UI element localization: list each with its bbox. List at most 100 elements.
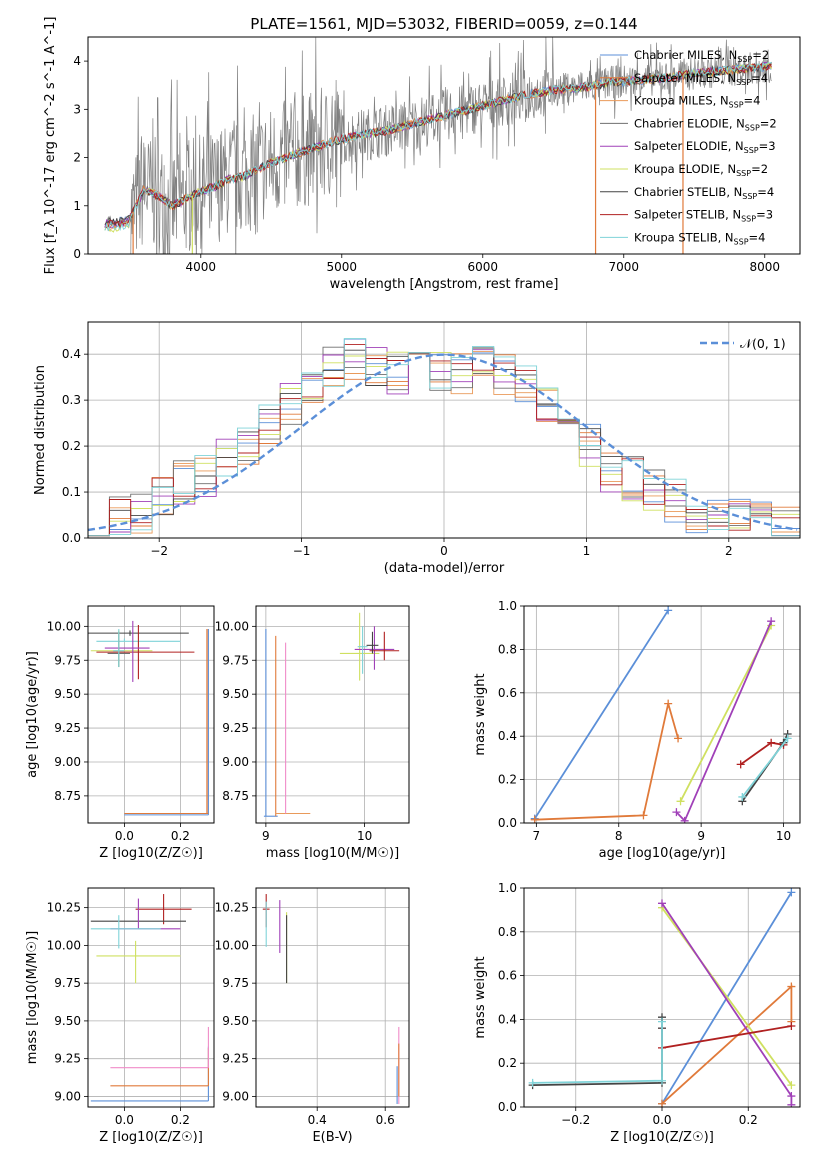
mass_vs_ebv-plot-area [262,894,400,1104]
x-tick-label: −0.2 [561,1113,590,1127]
y-tick-label: 9.25 [54,1052,81,1066]
x-axis-label: Z [log10(Z/Z☉)] [610,1130,714,1145]
legend-label: Kroupa STELIB, NSSP=4 [634,230,765,246]
y-tick-label: 0.2 [498,773,517,787]
x-tick-label: 7 [533,829,541,843]
point-marker [658,1076,666,1085]
point-marker [672,808,681,817]
mass_vs_ebv-axes: 0.4 0.6 9.00 9.25 9.50 9.75 10.00 10.25 E(B-V) [215,888,409,1145]
point-marker [674,734,683,743]
mass_vs_z-axes: 0.0 0.2 9.00 9.25 9.50 9.75 10.00 10.25 Z [log10… [25,888,214,1145]
point-marker [658,899,666,908]
y-tick-label: 0.6 [498,686,517,700]
y-tick-label: 0.2 [498,1056,517,1070]
y-tick-label: 9.50 [54,1014,81,1028]
y-tick-label: 0 [73,247,81,261]
mass_vs_z-plot-area [90,894,209,1102]
y-tick-label: 10.00 [47,619,81,633]
mass_vs_ebv-frame [255,887,410,1108]
x-tick-label: 7000 [608,260,639,274]
age_vs_mass-frame [255,605,410,824]
point-marker [658,1099,666,1107]
y-tick-label: 10.00 [215,938,249,952]
point-marker [680,816,689,823]
x-tick-label: 8000 [749,260,780,274]
histogram-step [88,347,800,537]
histogram-step [88,338,800,537]
x-tick-label: 0.0 [115,829,134,843]
y-tick-label: 4 [73,54,81,68]
point-marker [664,699,673,708]
y-tick-label: 9.25 [222,1052,249,1066]
point-marker [787,982,796,991]
mass-weight-line [533,609,669,820]
y-tick-label: 0.0 [498,816,517,830]
mass-weight-line [740,741,784,766]
x-tick-label: 4000 [186,260,217,274]
mass-weight-line [532,1021,663,1084]
x-axis-label: Z [log10(Z/Z☉)] [99,846,203,861]
y-tick-label: 3 [73,102,81,116]
y-tick-label: 9.00 [222,755,249,769]
x-tick-label: 0.6 [376,1113,395,1127]
y-axis-label: Flux [f_λ 10^-17 erg cm^-2 s^-1 A^-1] [43,17,58,275]
spectrum-plot-area [104,37,772,254]
y-tick-label: 9.00 [222,1089,249,1103]
massweight_vs_z-plot-area [528,888,796,1107]
age_vs_mass-axes: 9 10 8.75 9.00 9.25 9.50 9.75 10.00 mass [log10(… [215,606,409,861]
x-tick-label: 10 [357,829,372,843]
figure-title: PLATE=1561, MJD=53032, FIBERID=0059, z=0… [250,15,637,33]
x-tick-label: 6000 [467,260,498,274]
point-marker [783,734,792,743]
y-tick-label: 2 [73,151,81,165]
age_vs_z-frame [87,605,215,824]
y-tick-label: 0.1 [62,485,81,499]
y-tick-label: 0.8 [498,642,517,656]
x-tick-label: −2 [150,544,168,558]
legend-label: Salpeter STELIB, NSSP=3 [634,208,773,224]
y-tick-label: 9.75 [54,976,81,990]
spectrum-frame [87,36,801,255]
x-tick-label: 0 [440,544,448,558]
x-tick-label: 0.2 [171,829,190,843]
mass-weight-line [741,737,789,798]
legend-label: 𝒩(0, 1) [740,336,786,351]
y-axis-label: mass weight [473,956,488,1038]
y-tick-label: 9.25 [54,721,81,735]
legend-label: Salpeter MILES, NSSP=4 [634,71,768,87]
legend-label: Kroupa ELODIE, NSSP=2 [634,162,768,178]
legend-label: Chabrier ELODIE, NSSP=2 [634,116,777,132]
y-tick-label: 0.0 [62,531,81,545]
y-tick-label: 9.50 [222,1014,249,1028]
x-tick-label: 9 [262,829,270,843]
legend-label: Chabrier STELIB, NSSP=4 [634,185,774,201]
y-tick-label: 10.25 [215,901,249,915]
y-tick-label: 0.6 [498,969,517,983]
x-tick-label: 0.0 [115,1113,134,1127]
data-spectrum [130,37,772,254]
point-marker [664,606,673,615]
y-tick-label: 9.50 [222,687,249,701]
residual_hist-axes: −2 −1 0 1 2 0.0 0.1 0.2 0.3 0.4 (data-model)/error… [33,322,800,576]
x-tick-label: −1 [293,544,311,558]
y-tick-label: 9.75 [222,976,249,990]
y-tick-label: 1.0 [498,881,517,895]
massweight_vs_age-frame [523,605,801,824]
histogram-step [88,347,800,537]
y-tick-label: 1 [73,199,81,213]
model-spectrum-line [104,62,772,229]
legend-label: Salpeter ELODIE, NSSP=3 [634,139,776,155]
legend-label: Chabrier MILES, NSSP=2 [634,48,769,64]
y-tick-label: 9.75 [54,653,81,667]
massweight_vs_z-axes: −0.2 0.0 0.2 0.0 0.2 0.4 0.6 0.8 1.0 Z [log10(Z/Z… [473,881,800,1145]
x-tick-label: 0.2 [739,1113,758,1127]
point-marker [787,1100,796,1107]
histogram-step [88,353,800,537]
y-axis-label: age [log10(age/yr)] [25,651,40,778]
point-marker [528,1078,537,1087]
point-marker [676,797,685,806]
x-tick-label: 0.2 [171,1113,190,1127]
y-tick-label: 9.75 [222,653,249,667]
y-tick-label: 0.2 [62,439,81,453]
